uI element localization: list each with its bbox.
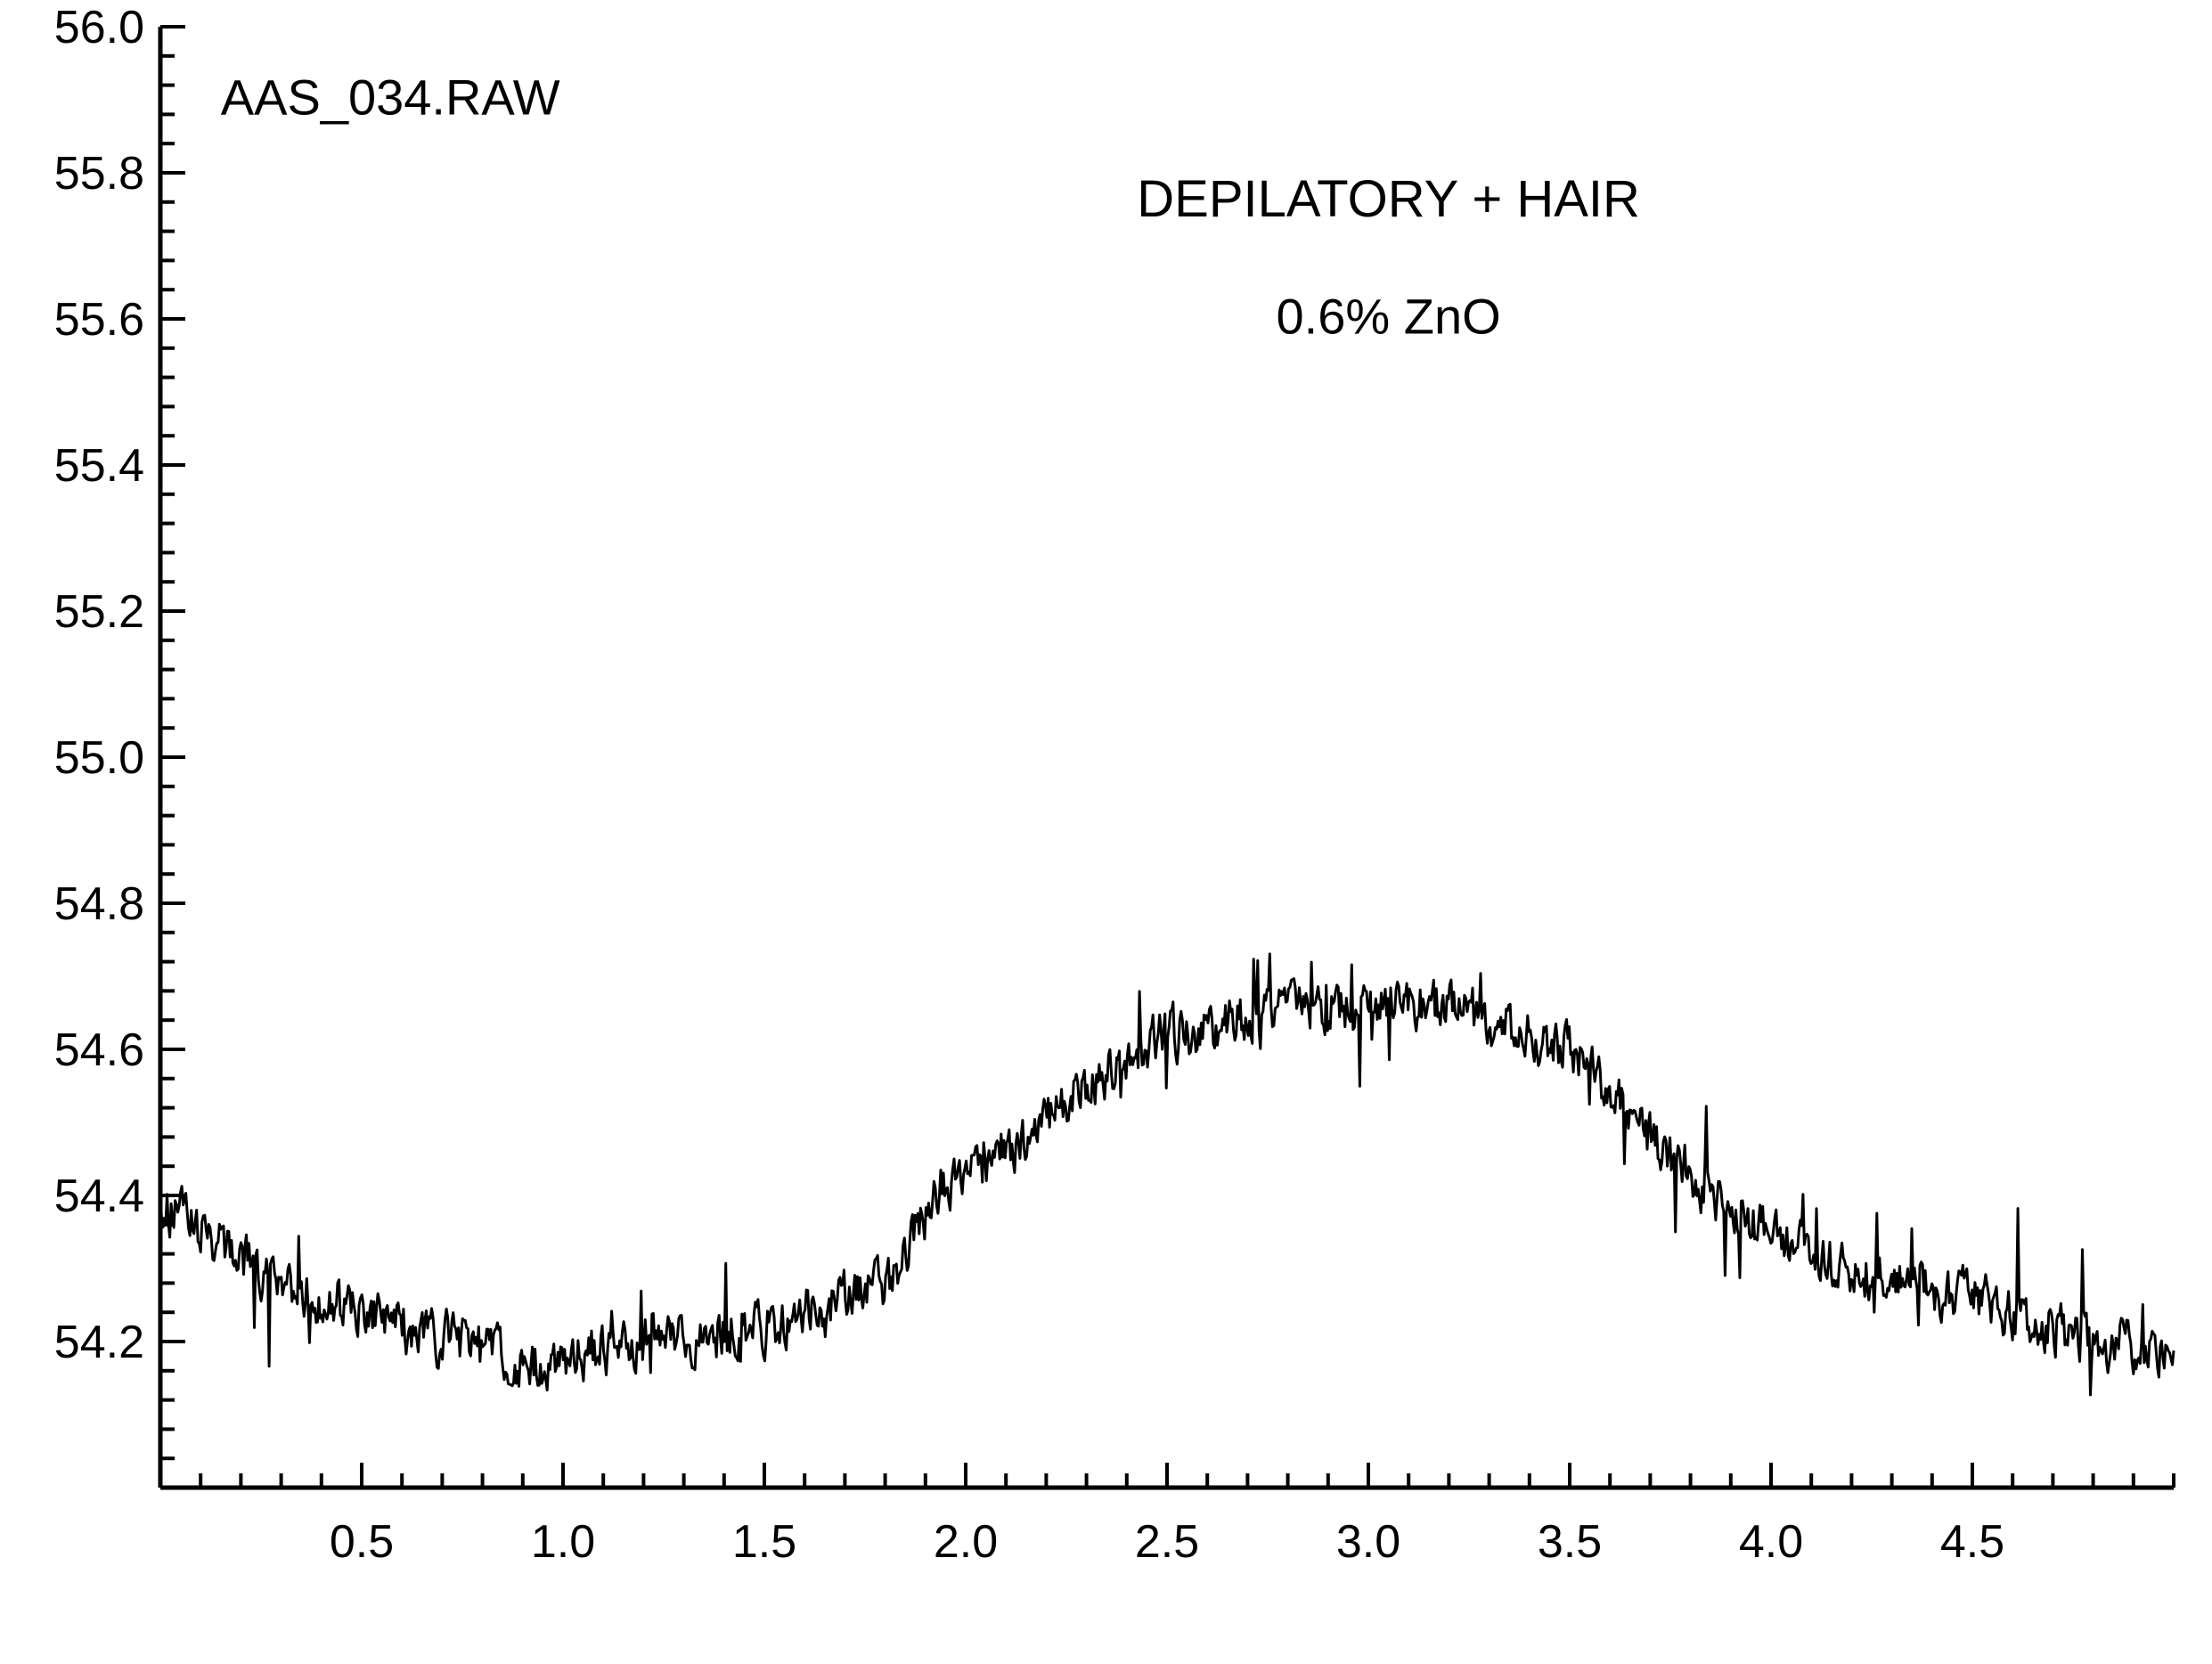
x-tick-label: 2.5: [1135, 1516, 1199, 1568]
y-tick-label: 55.8: [54, 148, 144, 200]
y-tick-label: 54.6: [54, 1024, 144, 1076]
x-tick-label: 1.0: [531, 1516, 595, 1568]
chart-ticks: [160, 27, 2174, 1488]
y-tick-label: 54.4: [54, 1171, 144, 1222]
chart-annotation-0: AAS_034.RAW: [221, 69, 560, 125]
xrd-spectrum-chart: 54.2 54.4 54.6 54.8 55.0 55.2 55.4 55.6 55.8 56.0…: [0, 0, 2212, 1664]
x-tick-label: 3.5: [1538, 1516, 1602, 1568]
y-tick-label: 55.2: [54, 586, 144, 638]
y-tick-label: 54.8: [54, 878, 144, 930]
x-tick-label: 3.0: [1336, 1516, 1400, 1568]
y-tick-label: 54.2: [54, 1317, 144, 1368]
chart-trace: [160, 954, 2174, 1395]
chart-annotation-2: 0.6% ZnO: [1277, 288, 1501, 344]
x-tick-label: 1.5: [732, 1516, 796, 1568]
y-tick-label: 56.0: [54, 2, 144, 53]
x-tick-label: 4.0: [1739, 1516, 1803, 1568]
x-tick-label: 0.5: [330, 1516, 394, 1568]
y-tick-label: 55.4: [54, 440, 144, 492]
x-tick-label: 4.5: [1940, 1516, 2004, 1568]
chart-annotations: AAS_034.RAW DEPILATORY + HAIR 0.6% ZnO: [221, 69, 1640, 344]
chart-axes: [160, 27, 2174, 1488]
y-tick-label: 55.6: [54, 294, 144, 346]
y-tick-label: 55.0: [54, 732, 144, 784]
chart-tick-labels: 54.2 54.4 54.6 54.8 55.0 55.2 55.4 55.6 55.8 56.0…: [54, 2, 2004, 1568]
chart-annotation-1: DEPILATORY + HAIR: [1137, 170, 1640, 228]
x-tick-label: 2.0: [934, 1516, 998, 1568]
spectrum-line: [160, 954, 2174, 1395]
